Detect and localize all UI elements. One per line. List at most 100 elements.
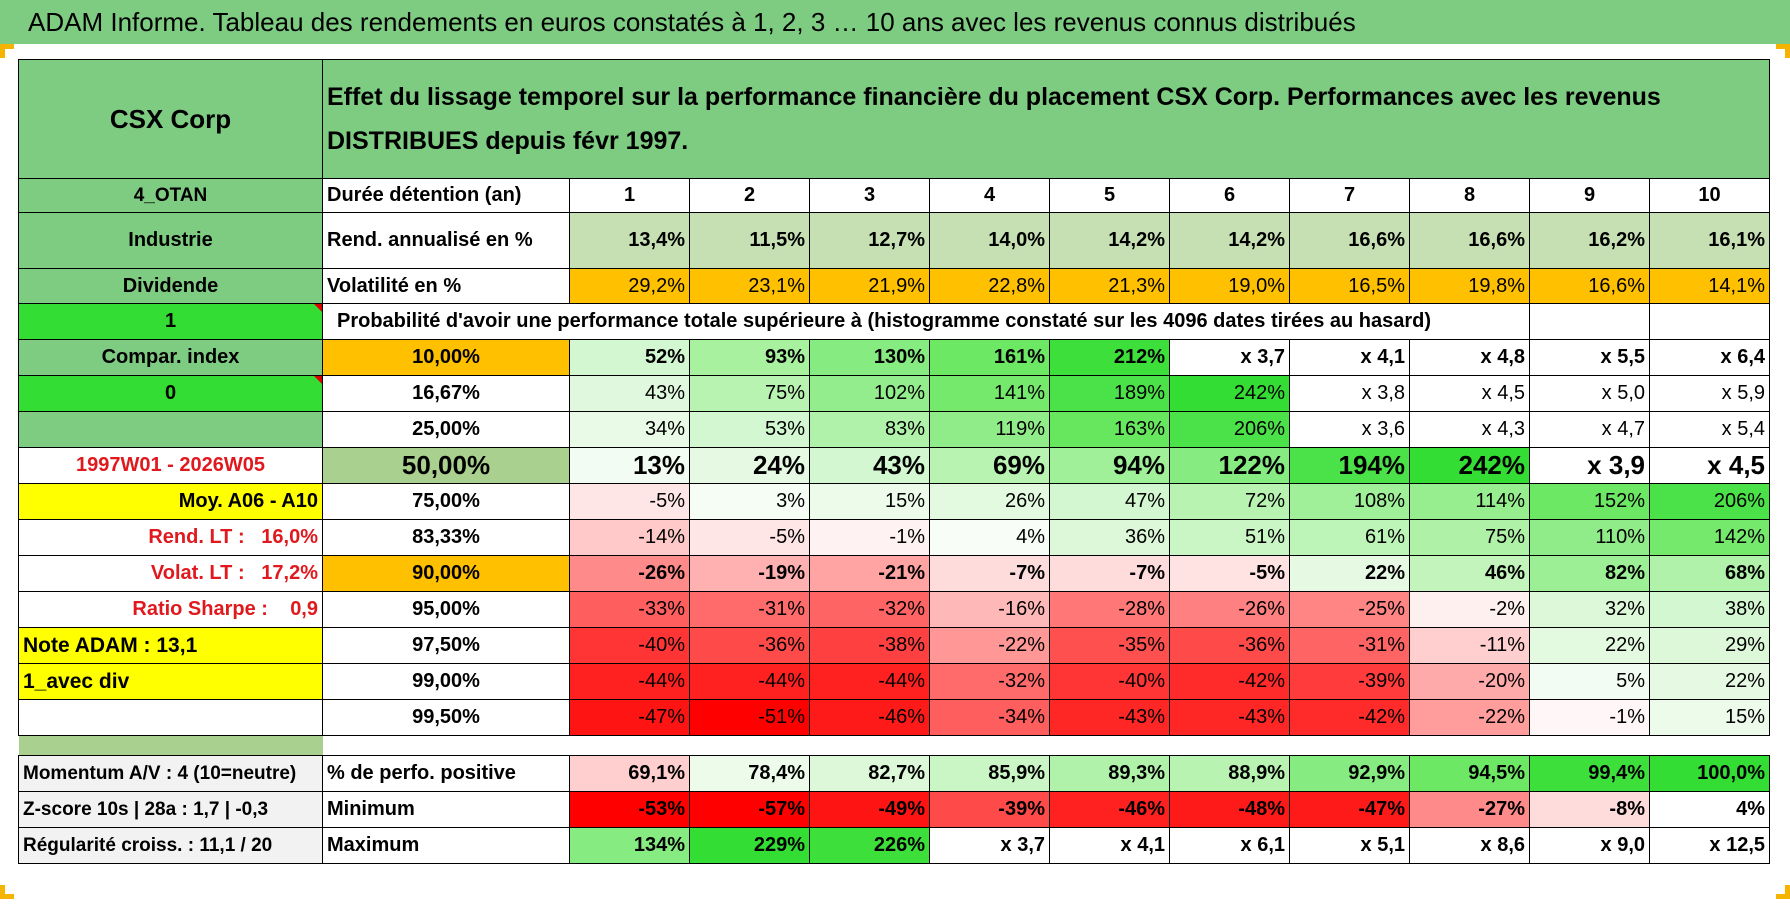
min-cell-9: -8% xyxy=(1529,791,1650,828)
prob-cell-r9-c7: -31% xyxy=(1289,627,1410,664)
prob-cell-r2-c1: 43% xyxy=(569,375,690,412)
prob-cell-r11-c8: -22% xyxy=(1409,699,1530,736)
header-description: Effet du lissage temporel sur la perform… xyxy=(322,59,1770,179)
flag-1: 1 xyxy=(18,303,323,340)
rend-cell-7: 16,6% xyxy=(1289,212,1410,269)
prob-cell-r1-c2: 93% xyxy=(689,339,810,376)
prob-cell-r6-c8: 75% xyxy=(1409,519,1530,556)
sharpe-label: Ratio Sharpe : xyxy=(132,598,268,620)
prob-cell-r6-c2: -5% xyxy=(689,519,810,556)
vol-cell-2: 23,1% xyxy=(689,268,810,304)
vol-label: Volatilité en % xyxy=(322,268,570,304)
prob-cell-r4-c10: x 4,5 xyxy=(1649,447,1770,484)
years-cell-3: 3 xyxy=(809,178,930,213)
max-cell-6: x 6,1 xyxy=(1169,827,1290,864)
left-bracket-bottom xyxy=(0,885,5,899)
prob-cell-r8-c3: -32% xyxy=(809,591,930,628)
prob-cell-r6-c6: 51% xyxy=(1169,519,1290,556)
prob-cell-r4-c9: x 3,9 xyxy=(1529,447,1650,484)
min-cell-1: -53% xyxy=(569,791,690,828)
prob-cell-r8-c10: 38% xyxy=(1649,591,1770,628)
prob-cell-r7-c6: -5% xyxy=(1169,555,1290,592)
volat-lt-label: Volat. LT : xyxy=(150,562,245,584)
min-cell-5: -46% xyxy=(1049,791,1170,828)
prob-pct-7: 90,00% xyxy=(322,555,570,592)
min-cell-10: 4% xyxy=(1649,791,1770,828)
prob-cell-r4-c5: 94% xyxy=(1049,447,1170,484)
prob-cell-r9-c4: -22% xyxy=(929,627,1050,664)
moy-label: Moy. A06 - A10 xyxy=(18,483,323,520)
prob-cell-r6-c3: -1% xyxy=(809,519,930,556)
prob-cell-r5-c9: 152% xyxy=(1529,483,1650,520)
prob-cell-r3-c7: x 3,6 xyxy=(1289,411,1410,448)
prob-cell-r10-c2: -44% xyxy=(689,663,810,700)
asset-type: Dividende xyxy=(18,268,323,304)
vol-cell-9: 16,6% xyxy=(1529,268,1650,304)
prob-cell-r11-c6: -43% xyxy=(1169,699,1290,736)
positive-cell-10: 100,0% xyxy=(1649,755,1770,792)
prob-cell-r1-c1: 52% xyxy=(569,339,690,376)
prob-cell-r3-c4: 119% xyxy=(929,411,1050,448)
gap xyxy=(322,735,1770,756)
prob-cell-r1-c9: x 5,5 xyxy=(1529,339,1650,376)
positive-cell-2: 78,4% xyxy=(689,755,810,792)
prob-cell-r10-c1: -44% xyxy=(569,663,690,700)
prob-cell-r3-c5: 163% xyxy=(1049,411,1170,448)
prob-pct-4: 50,00% xyxy=(322,447,570,484)
prob-pct-11: 99,50% xyxy=(322,699,570,736)
prob-cell-r9-c3: -38% xyxy=(809,627,930,664)
prob-cell-r2-c6: 242% xyxy=(1169,375,1290,412)
prob-cell-r5-c5: 47% xyxy=(1049,483,1170,520)
prob-label: Probabilité d'avoir une performance tota… xyxy=(322,303,1530,340)
prob-cell-r8-c8: -2% xyxy=(1409,591,1530,628)
years-cell-9: 9 xyxy=(1529,178,1650,213)
prob-cell-r6-c10: 142% xyxy=(1649,519,1770,556)
prob-cell-r11-c10: 15% xyxy=(1649,699,1770,736)
prob-cell-r1-c10: x 6,4 xyxy=(1649,339,1770,376)
sharpe-value: 0,9 xyxy=(290,598,318,620)
rend-cell-6: 14,2% xyxy=(1169,212,1290,269)
prob-cell-r9-c2: -36% xyxy=(689,627,810,664)
asset-sector: Industrie xyxy=(18,212,323,269)
min-cell-2: -57% xyxy=(689,791,810,828)
prob-label-spacer-1 xyxy=(1529,303,1650,340)
green-spacer xyxy=(18,411,323,448)
prob-cell-r1-c3: 130% xyxy=(809,339,930,376)
prob-cell-r5-c1: -5% xyxy=(569,483,690,520)
asset-name: CSX Corp xyxy=(18,59,323,179)
prob-cell-r10-c7: -39% xyxy=(1289,663,1410,700)
prob-cell-r5-c7: 108% xyxy=(1289,483,1410,520)
prob-cell-r7-c10: 68% xyxy=(1649,555,1770,592)
vol-cell-4: 22,8% xyxy=(929,268,1050,304)
prob-cell-r10-c3: -44% xyxy=(809,663,930,700)
report-title: ADAM Informe. Tableau des rendements en … xyxy=(0,0,1790,44)
max-cell-10: x 12,5 xyxy=(1649,827,1770,864)
rend-label: Rend. annualisé en % xyxy=(322,212,570,269)
rend-lt-value: 16,0% xyxy=(261,526,318,548)
prob-cell-r1-c5: 212% xyxy=(1049,339,1170,376)
max-cell-4: x 3,7 xyxy=(929,827,1050,864)
prob-cell-r8-c2: -31% xyxy=(689,591,810,628)
vol-cell-10: 14,1% xyxy=(1649,268,1770,304)
vol-cell-7: 16,5% xyxy=(1289,268,1410,304)
prob-cell-r10-c5: -40% xyxy=(1049,663,1170,700)
sharpe: Ratio Sharpe : 0,9 xyxy=(18,591,323,628)
prob-cell-r7-c5: -7% xyxy=(1049,555,1170,592)
prob-cell-r6-c4: 4% xyxy=(929,519,1050,556)
rend-cell-5: 14,2% xyxy=(1049,212,1170,269)
rend-cell-8: 16,6% xyxy=(1409,212,1530,269)
years-cell-1: 1 xyxy=(569,178,690,213)
prob-cell-r5-c8: 114% xyxy=(1409,483,1530,520)
years-cell-10: 10 xyxy=(1649,178,1770,213)
prob-cell-r7-c4: -7% xyxy=(929,555,1050,592)
right-bracket-bottom-h xyxy=(1776,894,1790,899)
prob-cell-r2-c3: 102% xyxy=(809,375,930,412)
prob-label-spacer-2 xyxy=(1649,303,1770,340)
prob-cell-r9-c6: -36% xyxy=(1169,627,1290,664)
prob-cell-r2-c10: x 5,9 xyxy=(1649,375,1770,412)
vol-cell-5: 21,3% xyxy=(1049,268,1170,304)
prob-cell-r11-c7: -42% xyxy=(1289,699,1410,736)
green-gap xyxy=(18,735,323,756)
max-cell-3: 226% xyxy=(809,827,930,864)
left-bracket-top-h xyxy=(0,44,14,49)
